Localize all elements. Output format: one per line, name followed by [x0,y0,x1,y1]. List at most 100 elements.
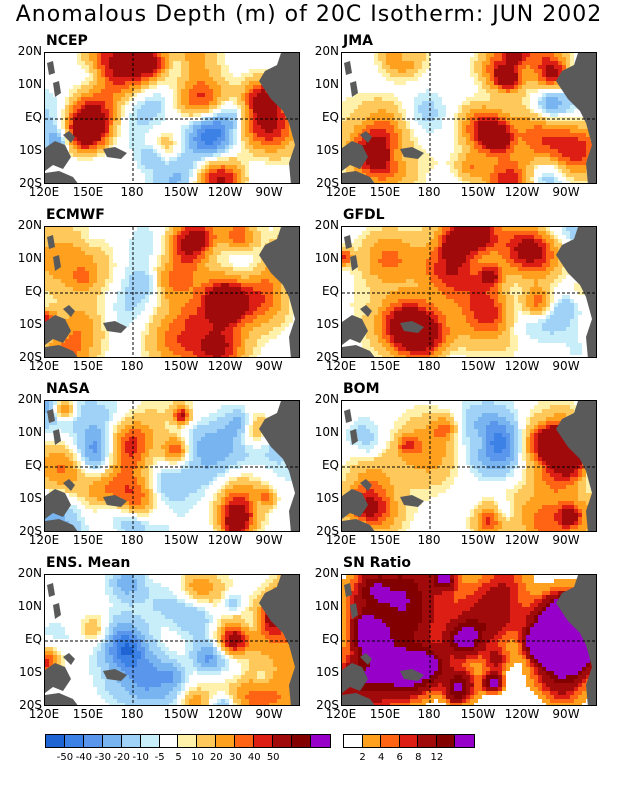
field-cell [157,335,161,339]
field-cell [366,165,370,169]
field-cell [193,157,197,161]
field-cell [209,327,213,331]
field-cell [181,97,185,101]
field-cell [165,227,169,231]
field-cell [105,339,109,343]
field-cell [213,355,217,357]
field-cell [386,145,390,149]
field-cell [378,57,382,61]
field-cell [518,109,522,113]
field-cell [93,327,97,331]
field-cell [49,339,53,343]
field-cell [165,303,169,307]
field-cell [237,351,241,355]
field-cell [474,105,478,109]
field-cell [165,343,169,347]
field-cell [534,145,538,149]
field-cell [458,169,462,173]
field-cell [490,93,494,97]
field-cell [538,85,542,89]
field-cell [193,69,197,73]
field-cell [129,239,133,243]
field-cell [253,81,257,85]
field-cell [133,145,137,149]
field-cell [173,271,177,275]
field-cell [209,169,213,173]
field-cell [153,113,157,117]
field-cell [145,251,149,255]
field-cell [414,161,418,165]
field-cell [478,73,482,77]
field-cell [225,85,229,89]
field-cell [418,105,422,109]
field-cell [394,53,398,57]
field-cell [514,81,518,85]
field-cell [378,141,382,145]
field-cell [522,85,526,89]
field-cell [141,61,145,65]
field-cell [570,105,574,109]
field-cell [205,227,209,231]
field-cell [526,61,530,65]
field-cell [277,307,281,311]
field-cell [245,161,249,165]
field-cell [414,227,418,231]
field-cell [550,121,554,125]
field-cell [285,307,289,311]
field-cell [366,169,370,173]
field-cell [89,331,93,335]
field-cell [346,129,350,133]
field-cell [201,105,205,109]
field-cell [257,283,261,287]
field-cell [546,137,550,141]
field-cell [185,255,189,259]
field-cell [578,125,582,129]
field-cell [470,137,474,141]
field-cell [125,267,129,271]
field-cell [273,153,277,157]
field-cell [89,247,93,251]
field-cell [209,255,213,259]
field-cell [173,173,177,177]
field-cell [97,275,101,279]
field-cell [217,319,221,323]
field-cell [117,121,121,125]
field-cell [193,97,197,101]
field-cell [73,235,77,239]
field-cell [277,141,281,145]
field-cell [117,113,121,117]
field-cell [217,69,221,73]
field-cell [181,339,185,343]
field-cell [189,125,193,129]
field-cell [502,77,506,81]
field-cell [586,153,590,157]
field-cell [221,287,225,291]
field-cell [538,57,542,61]
field-cell [265,327,269,331]
field-cell [253,263,257,267]
field-cell [394,157,398,161]
field-cell [342,141,346,145]
field-cell [169,307,173,311]
field-cell [414,105,418,109]
field-cell [133,137,137,141]
field-cell [586,137,590,141]
field-cell [113,65,117,69]
field-cell [249,267,253,271]
field-cell [85,283,89,287]
field-cell [526,85,530,89]
field-cell [181,259,185,263]
field-cell [101,133,105,137]
field-cell [165,271,169,275]
field-cell [406,141,410,145]
field-cell [462,153,466,157]
field-cell [97,263,101,267]
field-cell [85,133,89,137]
field-cell [418,97,422,101]
field-cell [418,177,422,181]
field-cell [61,299,65,303]
field-cell [85,113,89,117]
field-cell [77,263,81,267]
field-cell [510,121,514,125]
field-cell [366,157,370,161]
